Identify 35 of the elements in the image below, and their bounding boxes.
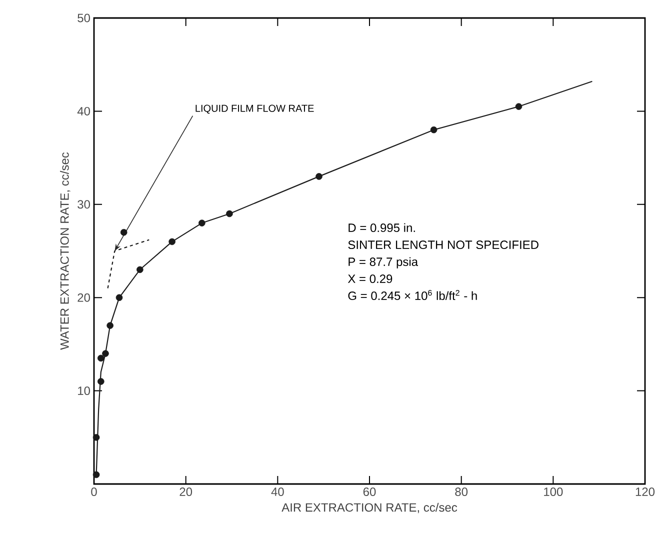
annotation: LIQUID FILM FLOW RATE bbox=[196, 104, 314, 114]
x-tick-label: 40 bbox=[271, 488, 284, 496]
annotation: G = 0.245 × 10$^{6}$ lb/ft$^{2}$ - h bbox=[348, 290, 477, 300]
point bbox=[102, 350, 109, 357]
x-tick-label: 0 bbox=[91, 488, 97, 496]
x-axis-title: AIR EXTRACTION RATE, cc/sec bbox=[282, 502, 458, 514]
point bbox=[430, 126, 438, 134]
point bbox=[226, 210, 233, 218]
y-tick-label: 10 bbox=[78, 386, 90, 396]
point bbox=[515, 103, 522, 110]
point bbox=[92, 434, 100, 441]
point bbox=[316, 173, 322, 180]
x-tick-label: 120 bbox=[636, 488, 655, 496]
point bbox=[168, 238, 176, 246]
y-tick-label: 40 bbox=[77, 106, 90, 116]
y-axis-title: WATER EXTRACTION RATE, cc/sec bbox=[60, 152, 70, 350]
point bbox=[97, 354, 104, 362]
point bbox=[92, 471, 100, 478]
x-tick-label: 80 bbox=[455, 488, 468, 496]
y-tick-label: 30 bbox=[78, 200, 90, 209]
annotation: D = 0.995 in. bbox=[348, 223, 415, 232]
point bbox=[116, 294, 123, 301]
x-tick-label: 60 bbox=[363, 488, 376, 496]
x-tick-label: 20 bbox=[180, 488, 192, 496]
point bbox=[198, 220, 206, 226]
point bbox=[106, 322, 114, 329]
point bbox=[120, 228, 128, 236]
y-tick-label: 50 bbox=[78, 14, 90, 22]
y-tick-label: 20 bbox=[78, 293, 90, 302]
x-tick-label: 100 bbox=[544, 488, 563, 496]
annotation: SINTER LENGTH NOT SPECIFIED bbox=[348, 240, 538, 250]
point bbox=[136, 266, 144, 274]
annotation: X = 0.29 bbox=[348, 274, 392, 284]
annotation: P = 87.7 psia bbox=[348, 257, 418, 268]
point bbox=[97, 378, 104, 385]
